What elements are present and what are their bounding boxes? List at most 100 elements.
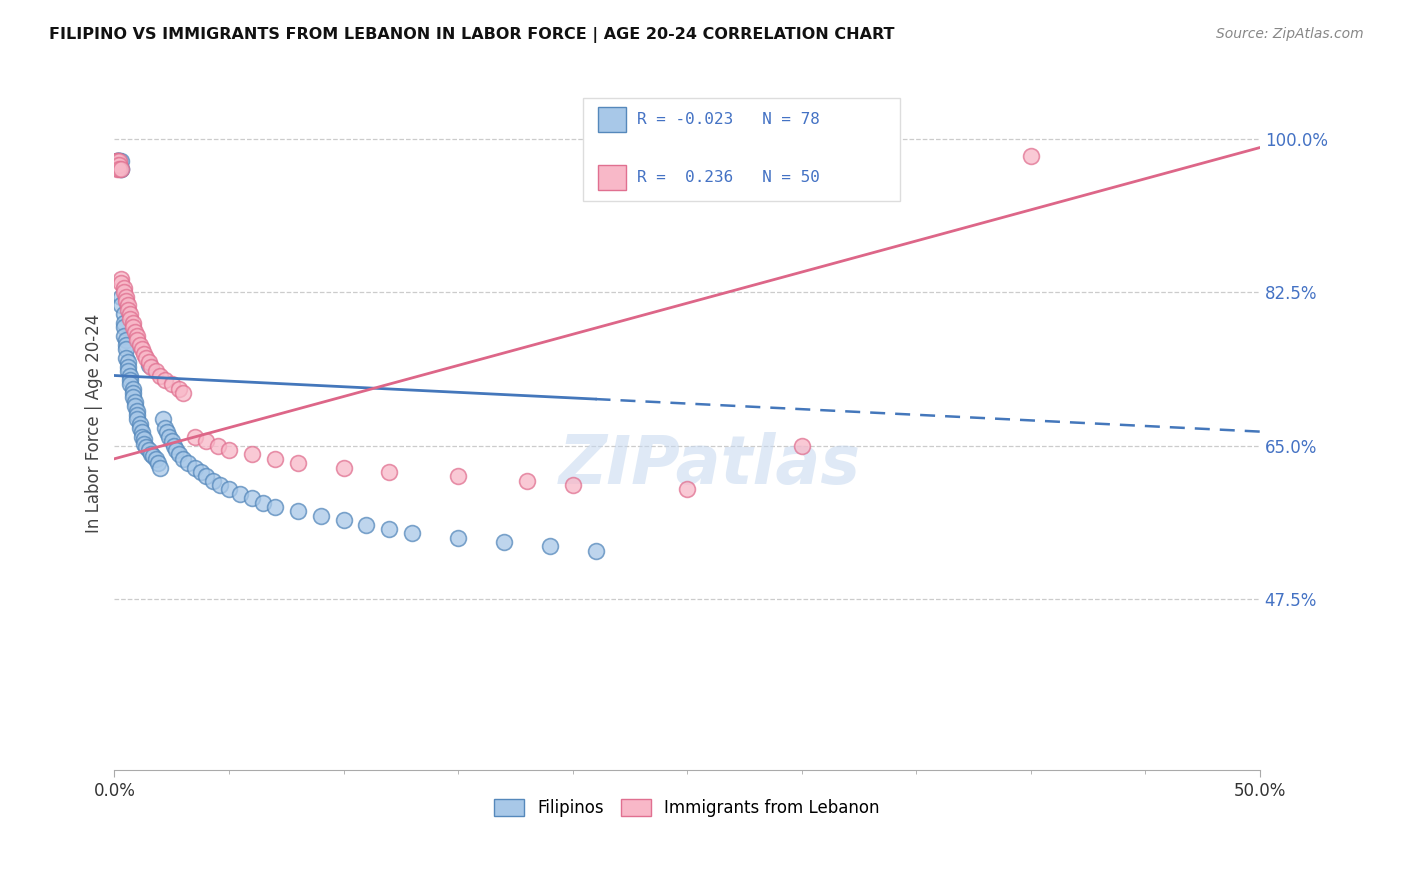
Point [117, 364, 139, 378]
Point [121, 386, 143, 401]
Point [108, 153, 131, 168]
Point [190, 465, 212, 479]
Point [115, 342, 138, 356]
Point [332, 513, 354, 527]
Point [160, 434, 183, 449]
Point [105, 153, 128, 168]
Point [112, 320, 135, 334]
Point [105, 153, 128, 168]
Text: R =  0.236   N = 50: R = 0.236 N = 50 [637, 170, 820, 185]
Point [110, 277, 132, 291]
Point [131, 425, 153, 440]
Point [149, 460, 172, 475]
Point [138, 358, 160, 372]
Point [117, 302, 139, 317]
Point [240, 447, 263, 461]
Point [157, 430, 180, 444]
Point [127, 412, 149, 426]
Point [110, 162, 132, 177]
Point [121, 391, 143, 405]
Point [676, 483, 699, 497]
Point [128, 421, 150, 435]
Point [287, 456, 309, 470]
Point [240, 491, 263, 506]
Point [172, 386, 194, 401]
Point [561, 478, 583, 492]
Point [120, 311, 142, 326]
Point [167, 382, 190, 396]
Point [117, 359, 139, 374]
Point [263, 451, 285, 466]
Point [201, 474, 224, 488]
Text: ZIPatlas: ZIPatlas [560, 433, 860, 499]
Point [218, 483, 240, 497]
Point [131, 430, 153, 444]
Point [218, 443, 240, 458]
Point [153, 373, 176, 387]
Point [112, 281, 135, 295]
Point [447, 531, 470, 545]
Point [127, 329, 149, 343]
Point [252, 495, 274, 509]
Point [160, 377, 183, 392]
Point [156, 425, 179, 440]
Point [177, 456, 200, 470]
Point [121, 316, 143, 330]
Text: R = -0.023   N = 78: R = -0.023 N = 78 [637, 112, 820, 127]
Point [195, 469, 218, 483]
Point [145, 451, 167, 466]
Point [127, 403, 149, 417]
Point [153, 421, 176, 435]
Point [134, 346, 156, 360]
Point [139, 359, 162, 374]
Point [263, 500, 285, 514]
Point [115, 351, 138, 365]
Point [110, 290, 132, 304]
Point [135, 351, 157, 365]
Point [110, 272, 132, 286]
Point [149, 368, 172, 383]
Point [120, 307, 142, 321]
Point [105, 153, 128, 168]
Legend: Filipinos, Immigrants from Lebanon: Filipinos, Immigrants from Lebanon [488, 792, 887, 824]
Point [127, 408, 149, 422]
Point [128, 338, 150, 352]
Point [309, 508, 332, 523]
Point [139, 447, 162, 461]
Point [516, 474, 538, 488]
Point [183, 430, 205, 444]
Point [115, 293, 138, 308]
Point [145, 364, 167, 378]
Point [112, 316, 135, 330]
Point [112, 285, 135, 300]
Point [108, 153, 131, 168]
Text: FILIPINO VS IMMIGRANTS FROM LEBANON IN LABOR FORCE | AGE 20-24 CORRELATION CHART: FILIPINO VS IMMIGRANTS FROM LEBANON IN L… [49, 27, 894, 43]
Point [105, 162, 128, 177]
Point [108, 153, 131, 168]
Point [108, 158, 131, 172]
Point [128, 417, 150, 431]
Point [112, 329, 135, 343]
Point [538, 540, 561, 554]
Point [134, 437, 156, 451]
Point [115, 338, 138, 352]
Point [229, 487, 252, 501]
Point [332, 460, 354, 475]
Point [105, 153, 128, 168]
Point [401, 526, 423, 541]
Y-axis label: In Labor Force | Age 20-24: In Labor Force | Age 20-24 [86, 314, 103, 533]
Point [105, 158, 128, 172]
Point [108, 153, 131, 168]
Point [127, 334, 149, 348]
Point [287, 504, 309, 518]
Point [172, 451, 194, 466]
Point [110, 153, 132, 168]
Point [124, 399, 146, 413]
Point [146, 456, 169, 470]
Point [447, 469, 470, 483]
Point [208, 478, 231, 492]
Point [115, 290, 138, 304]
Point [492, 535, 515, 549]
Point [1019, 149, 1042, 163]
Point [105, 153, 128, 168]
